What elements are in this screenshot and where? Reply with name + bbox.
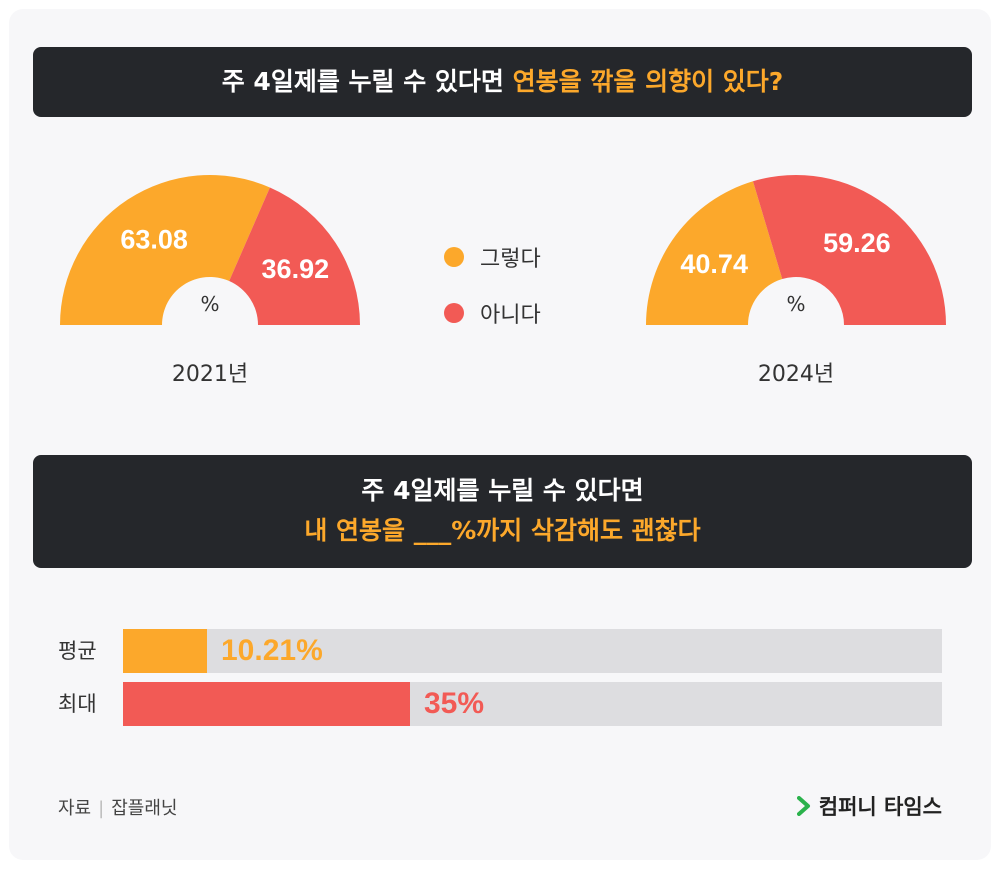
gauge-2021: 63.08 36.92% [60, 174, 360, 325]
source-label: 자료 [58, 798, 92, 819]
gauge-2024: 40.74 59.26% [646, 175, 946, 325]
bar-value-average: 10.21% [221, 634, 323, 667]
bar-label-average: 평균 [58, 639, 97, 663]
gauge-2024-slice-no [752, 175, 946, 325]
gauge-2021-svg: 63.08 36.92% [60, 174, 360, 325]
banner-title: 주 4일제를 누릴 수 있다면 [221, 67, 504, 96]
infographic-card [9, 9, 991, 860]
gauge-2024-svg: 40.74 59.26% [646, 175, 946, 325]
banner2-line2: 내 연봉을 ___%까지 삭감해도 괜찮다 [304, 516, 701, 545]
gauge-2021-unit-label: % [200, 292, 219, 316]
gauge-2021-value-label-yes: 63.08 [120, 225, 188, 255]
gauge-2024-slice-yes [646, 181, 783, 325]
gauge-2024-unit-label: % [786, 292, 805, 316]
source-name: 잡플래닛 [111, 798, 178, 819]
brand-chevron-icon [796, 796, 810, 816]
bar-value-maximum: 35% [424, 687, 485, 720]
bar-fill-average [123, 629, 207, 673]
legend-dot-yes [444, 247, 464, 267]
gauge-2024-year: 2024년 [757, 362, 835, 387]
brand-logo: 컴퍼니 타임스 [796, 791, 942, 821]
legend-item-no: 아니다 [444, 298, 541, 328]
bar-row-maximum: 최대 35% [58, 682, 942, 726]
bar-track-maximum: 35% [123, 682, 942, 726]
title-banner-top: 주 4일제를 누릴 수 있다면 연봉을 깎을 의향이 있다? [33, 47, 972, 117]
legend: 그렇다 아니다 [444, 242, 541, 354]
legend-dot-no [444, 303, 464, 323]
bar-track-average: 10.21% [123, 629, 942, 673]
legend-label-yes: 그렇다 [480, 247, 541, 272]
brand-name: 컴퍼니 타임스 [818, 795, 942, 819]
gauge-2024-value-label-no: 59.26 [823, 228, 891, 258]
banner2-line1: 주 4일제를 누릴 수 있다면 [361, 476, 644, 505]
gauge-2021-slice-no [229, 187, 360, 325]
source-separator: | [98, 798, 105, 819]
gauge-2024-value-label-yes: 40.74 [680, 249, 748, 279]
legend-item-yes: 그렇다 [444, 242, 541, 272]
title-banner-bottom: 주 4일제를 누릴 수 있다면 내 연봉을 ___%까지 삭감해도 괜찮다 [33, 455, 972, 568]
gauge-2021-year: 2021년 [171, 362, 249, 387]
gauge-2021-value-label-no: 36.92 [262, 254, 330, 284]
banner-highlight: 연봉을 깎을 의향이 있다? [512, 67, 784, 96]
gauge-2021-slice-yes [60, 174, 270, 325]
source-note: 자료 | 잡플래닛 [58, 794, 177, 820]
legend-label-no: 아니다 [480, 303, 541, 328]
bar-row-average: 평균 10.21% [58, 629, 942, 673]
bar-fill-maximum [123, 682, 410, 726]
bar-label-maximum: 최대 [58, 692, 97, 716]
